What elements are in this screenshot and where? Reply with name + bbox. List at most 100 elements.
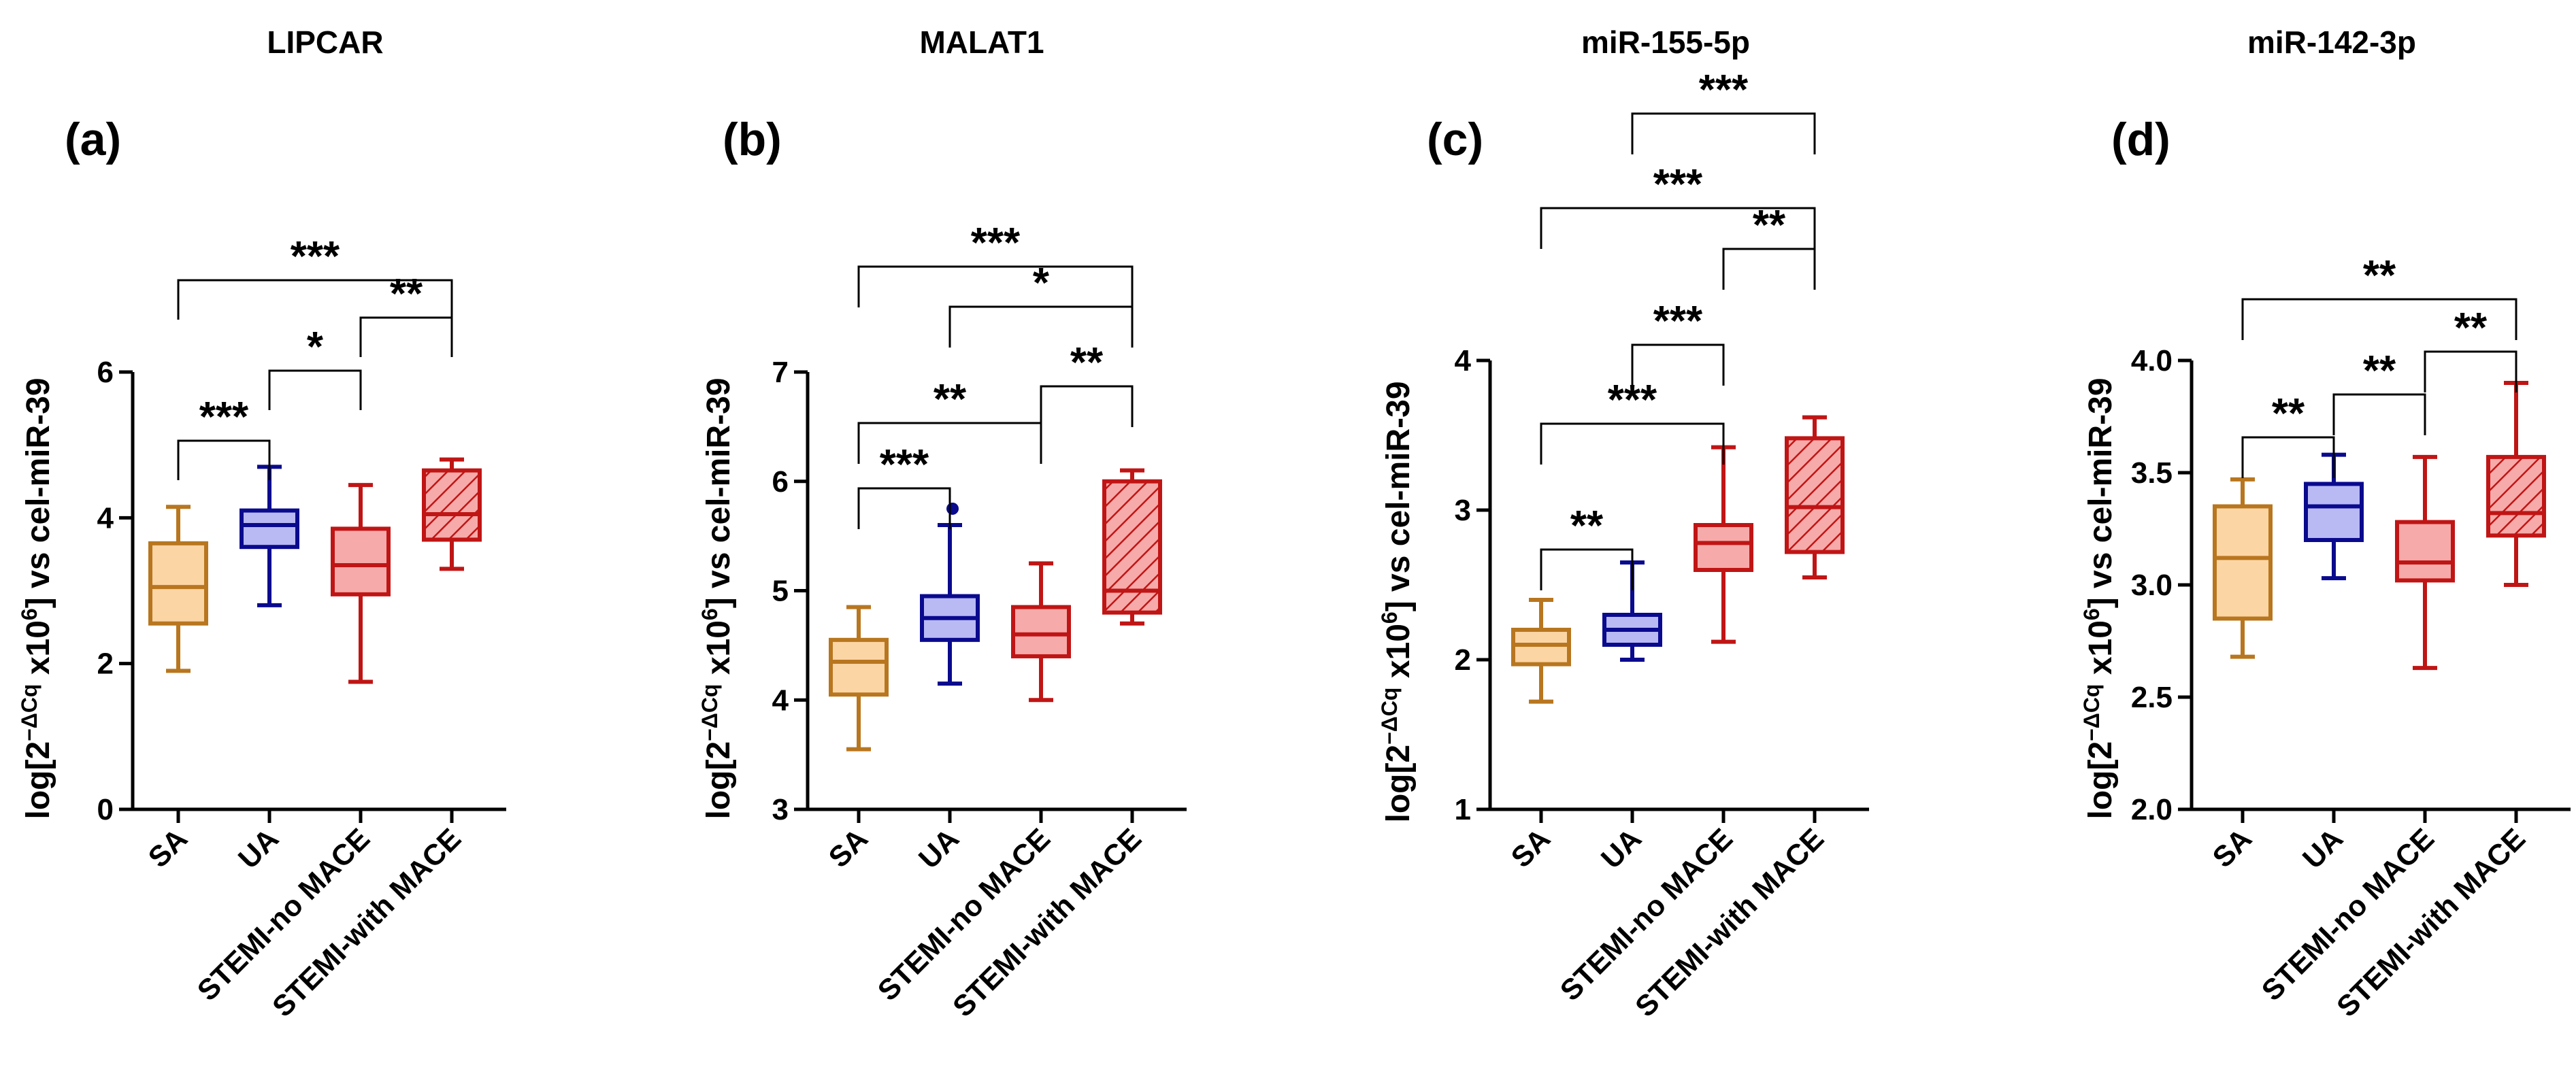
y-tick-label: 6 (772, 465, 789, 499)
significance-bracket: *** (1540, 161, 1816, 249)
significance-label: ** (2454, 305, 2488, 352)
chart-panel-1: MALAT1 (b) log[2−ΔCq x106] vs cel-miR-39 3 4… (697, 24, 1187, 1024)
bracket-line (2241, 436, 2335, 478)
significance-bracket: *** (1540, 377, 1725, 465)
significance-bracket: *** (177, 233, 453, 320)
significance-label: ** (2272, 390, 2305, 437)
x-tick-label: STEMI-no MACE (1554, 822, 1739, 1007)
y-axis-label: log[2−ΔCq x106] vs cel-miR-39 (17, 377, 56, 819)
box-iqr (331, 526, 391, 596)
box-iqr (1785, 436, 1845, 554)
bracket-line (1540, 422, 1725, 465)
chart-title: MALAT1 (919, 24, 1044, 60)
x-tick-label: SA (2207, 822, 2258, 874)
chart-title: miR-155-5p (1581, 24, 1750, 60)
bracket-line (1631, 112, 1816, 154)
chart-title: miR-142-3p (2247, 24, 2416, 60)
bracket-line (948, 305, 1134, 348)
significance-label: *** (1699, 67, 1749, 114)
box-stemi-with-mace (2486, 381, 2546, 587)
y-tick-label: 7 (772, 356, 789, 389)
box-ua (2304, 452, 2364, 581)
significance-bracket: *** (857, 441, 951, 529)
box-ua (920, 523, 980, 686)
bracket-line (268, 369, 362, 410)
y-tick-label: 4 (1455, 344, 1472, 377)
bracket-line (1540, 548, 1634, 590)
significance-bracket: * (268, 324, 362, 410)
y-tick-label: 3.0 (2131, 569, 2173, 602)
box-sa (1511, 598, 1571, 704)
y-tick-label: 3 (1455, 494, 1471, 527)
bracket-line (1722, 248, 1816, 290)
box-iqr (829, 637, 889, 697)
significance-bracket: *** (857, 220, 1134, 307)
bracket-line (2424, 350, 2517, 392)
significance-bracket: ** (857, 376, 1042, 464)
bracket-line (857, 487, 951, 529)
significance-label: ** (1753, 202, 1786, 249)
significance-label: *** (199, 394, 249, 441)
box-ua (240, 465, 299, 607)
bracket-line (1540, 207, 1816, 249)
significance-label: *** (880, 441, 929, 488)
box-iqr (2304, 482, 2364, 542)
box-stemi-with-mace (1785, 415, 1845, 579)
significance-bracket: ** (1040, 339, 1134, 427)
y-tick-label: 3.5 (2131, 456, 2173, 490)
y-tick-label: 2.5 (2131, 681, 2173, 714)
significance-label: *** (291, 233, 340, 280)
panel-label: (b) (723, 114, 782, 165)
box-stemi-with-mace (1102, 468, 1162, 626)
panel-label: (a) (65, 114, 121, 165)
y-tick-label: 2 (97, 647, 114, 681)
y-tick-label: 4 (97, 501, 114, 535)
bracket-line (1631, 343, 1725, 386)
box-stemi-no-mace (1011, 561, 1071, 703)
significance-label: *** (1653, 298, 1703, 345)
bracket-line (177, 439, 271, 480)
x-tick-label: UA (2296, 822, 2349, 875)
box-sa (148, 505, 208, 673)
significance-label: ** (934, 376, 967, 423)
significance-label: ** (2363, 252, 2396, 299)
x-tick-label: STEMI-no MACE (872, 822, 1057, 1007)
box-iqr (1511, 628, 1571, 667)
x-tick-label: UA (232, 822, 285, 875)
bracket-line (857, 265, 1134, 307)
significance-label: *** (971, 220, 1021, 267)
significance-bracket: ** (2241, 252, 2517, 340)
significance-bracket: ** (359, 271, 453, 357)
bracket-line (177, 279, 453, 320)
box-iqr (2395, 520, 2455, 583)
box-stemi-no-mace (1694, 445, 1753, 644)
box-iqr (240, 508, 299, 550)
chart-title: LIPCAR (267, 24, 383, 60)
outlier-point (946, 502, 959, 515)
significance-bracket: ** (2241, 390, 2335, 478)
y-tick-label: 1 (1455, 793, 1471, 826)
box-iqr (2213, 504, 2273, 621)
bracket-line (1040, 385, 1134, 427)
box-iqr (422, 468, 482, 542)
significance-label: ** (1570, 503, 1604, 550)
x-tick-label: UA (912, 822, 965, 875)
bracket-line (359, 316, 453, 357)
significance-label: *** (1653, 161, 1703, 208)
bracket-line (2241, 298, 2517, 340)
significance-label: ** (2363, 348, 2396, 394)
x-tick-label: UA (1595, 822, 1648, 875)
y-tick-label: 4 (772, 684, 789, 717)
y-axis-label: log[2−ΔCq x106] vs cel-miR-39 (697, 377, 737, 819)
panel-label: (c) (1427, 114, 1483, 165)
significance-label: * (307, 324, 324, 371)
y-tick-label: 2 (1455, 643, 1471, 677)
y-axis-label: log[2−ΔCq x106] vs cel-miR-39 (2079, 377, 2119, 819)
x-tick-label: SA (142, 822, 194, 874)
box-iqr (1694, 523, 1753, 572)
significance-bracket: ** (2332, 348, 2426, 435)
chart-panel-3: miR-142-3p (d) log[2−ΔCq x106] vs cel-miR-… (2079, 24, 2571, 1024)
box-stemi-with-mace (422, 457, 482, 571)
box-sa (2213, 477, 2273, 659)
significance-bracket: *** (1631, 67, 1816, 154)
